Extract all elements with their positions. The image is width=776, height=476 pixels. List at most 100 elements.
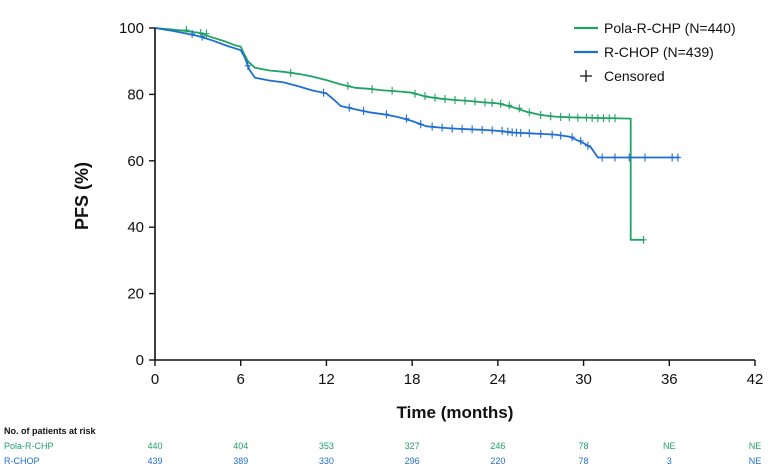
censor-mark xyxy=(389,86,396,95)
risk-cell: 3 xyxy=(666,456,672,466)
x-tick-label: 18 xyxy=(404,371,421,388)
censor-mark xyxy=(669,153,676,162)
censor-mark xyxy=(574,113,581,122)
legend-label: Pola-R-CHP (N=440) xyxy=(604,20,736,36)
risk-cell: 330 xyxy=(318,456,334,466)
censor-mark xyxy=(344,81,351,90)
censor-mark xyxy=(577,136,584,145)
x-tick-label: 6 xyxy=(237,371,245,388)
censor-mark xyxy=(369,85,376,94)
censor-mark xyxy=(549,130,556,139)
censor-mark xyxy=(612,153,618,162)
censor-mark xyxy=(482,98,488,107)
censor-mark xyxy=(584,141,591,150)
censor-mark xyxy=(517,128,524,137)
censor-mark xyxy=(320,88,327,97)
censor-mark xyxy=(594,114,601,123)
censor-mark xyxy=(439,123,446,132)
censor-mark xyxy=(506,101,513,110)
x-tick-label: 42 xyxy=(747,371,764,388)
legend-censor-icon xyxy=(580,70,592,82)
censor-mark xyxy=(526,108,533,117)
censor-mark xyxy=(449,124,456,133)
censor-mark xyxy=(360,107,367,115)
censor-mark xyxy=(640,235,647,244)
risk-row-label: R-CHOP xyxy=(4,456,40,466)
y-tick-label: 20 xyxy=(127,286,144,303)
censor-mark xyxy=(422,92,428,101)
risk-cell: 353 xyxy=(318,441,334,451)
risk-cell: NE xyxy=(748,456,762,466)
censor-mark xyxy=(497,99,504,108)
censor-mark xyxy=(489,98,496,107)
legend: Pola-R-CHP (N=440) R-CHOP (N=439) Censored xyxy=(574,20,736,84)
risk-cell: 246 xyxy=(490,441,506,451)
censor-mark xyxy=(412,89,418,98)
legend-label-censored: Censored xyxy=(604,68,665,84)
censor-mark xyxy=(516,104,523,113)
censor-mark xyxy=(287,68,294,77)
legend-label: R-CHOP (N=439) xyxy=(604,44,714,60)
x-tick-label: 0 xyxy=(151,371,159,388)
risk-cell: 439 xyxy=(147,456,163,466)
km-chart: 0 6 12 18 24 30 36 42 0 20 40 60 80 100 Pola-R-CHP (N… xyxy=(72,20,763,422)
censor-mark xyxy=(383,110,390,119)
y-tick-label: 0 xyxy=(136,352,144,369)
risk-row-label: Pola-R-CHP xyxy=(4,441,54,451)
risk-cell: NE xyxy=(748,441,762,451)
censor-mark xyxy=(189,29,196,38)
risk-cell: 296 xyxy=(404,456,420,466)
censor-mark xyxy=(569,133,576,142)
censor-mark xyxy=(197,28,204,37)
censor-mark xyxy=(472,97,478,106)
risk-cell: 327 xyxy=(404,441,420,451)
censor-mark xyxy=(566,113,573,122)
censor-mark xyxy=(557,131,564,140)
x-tick-label: 12 xyxy=(318,371,335,388)
x-tick-label: 30 xyxy=(575,371,592,388)
censor-mark xyxy=(469,125,476,134)
censor-mark xyxy=(489,126,496,135)
x-tick-label: 36 xyxy=(661,371,678,388)
risk-cell: 389 xyxy=(233,456,249,466)
censor-mark xyxy=(612,114,618,123)
y-axis-label: PFS (%) xyxy=(72,162,92,230)
y-tick-label: 80 xyxy=(127,86,144,103)
risk-cell: 404 xyxy=(233,441,249,451)
censor-mark xyxy=(442,95,448,104)
censor-mark xyxy=(557,112,564,121)
censor-mark xyxy=(642,153,648,162)
censor-mark xyxy=(199,32,206,41)
risk-cell: 78 xyxy=(578,441,589,451)
x-tick-label: 24 xyxy=(490,371,507,388)
y-tick-label: 40 xyxy=(127,219,144,236)
series-line-r-chop xyxy=(154,27,680,159)
censor-mark xyxy=(599,153,606,162)
censor-mark xyxy=(346,103,353,112)
censor-mark xyxy=(459,124,466,133)
risk-cell: 78 xyxy=(578,456,589,466)
axes: 0 6 12 18 24 30 36 42 0 20 40 60 80 100 xyxy=(119,20,763,388)
censor-mark xyxy=(674,153,681,162)
censor-mark xyxy=(589,113,596,122)
risk-cell: 220 xyxy=(490,456,506,466)
censor-marks xyxy=(183,25,681,244)
censor-mark xyxy=(417,120,424,129)
censor-mark xyxy=(429,122,436,131)
censor-mark xyxy=(600,114,607,123)
risk-table-title: No. of patients at risk xyxy=(4,426,96,436)
censor-mark xyxy=(499,126,506,135)
censor-mark xyxy=(504,127,511,136)
survival-curves xyxy=(154,27,680,241)
risk-cell: NE xyxy=(663,441,676,451)
censor-mark xyxy=(626,153,633,162)
censor-mark xyxy=(452,96,458,105)
censor-mark xyxy=(583,113,590,122)
x-axis-label: Time (months) xyxy=(397,403,514,422)
censor-mark xyxy=(479,125,486,134)
censor-mark xyxy=(606,114,613,123)
censor-mark xyxy=(203,29,210,38)
censor-mark xyxy=(526,129,533,138)
censor-mark xyxy=(403,114,410,123)
censor-mark xyxy=(537,129,544,138)
